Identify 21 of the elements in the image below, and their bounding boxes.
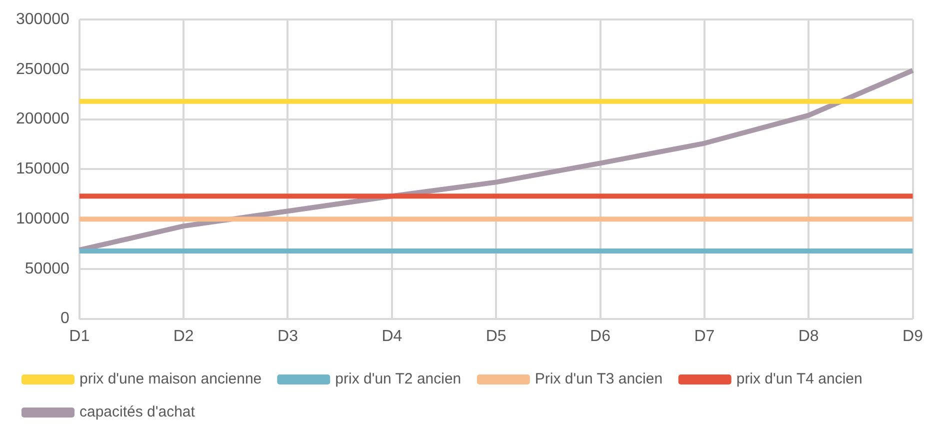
legend-label: prix d'un T4 ancien xyxy=(736,370,862,388)
y-tick-label: 300000 xyxy=(16,11,70,28)
y-tick-label: 250000 xyxy=(16,60,70,78)
x-tick-label: D5 xyxy=(486,328,506,345)
y-tick-label: 100000 xyxy=(16,210,70,228)
x-tick-label: D4 xyxy=(382,328,402,345)
y-tick-label: 0 xyxy=(60,310,70,328)
x-tick-label: D3 xyxy=(278,328,298,345)
legend-label: prix d'une maison ancienne xyxy=(80,370,262,388)
legend-label: prix d'un T2 ancien xyxy=(335,370,462,388)
y-tick-label: 200000 xyxy=(16,110,70,128)
legend-label: Prix d'un T3 ancien xyxy=(534,370,663,388)
x-tick-label: D7 xyxy=(694,328,715,345)
x-tick-label: D6 xyxy=(590,328,611,345)
x-tick-label: D8 xyxy=(798,328,819,345)
x-tick-label: D9 xyxy=(902,328,924,345)
legend-label: capacités d'achat xyxy=(80,404,196,421)
x-tick-label: D1 xyxy=(69,328,90,345)
x-tick-label: D2 xyxy=(173,328,194,345)
y-tick-label: 150000 xyxy=(16,160,70,178)
y-tick-label: 50000 xyxy=(24,260,70,278)
